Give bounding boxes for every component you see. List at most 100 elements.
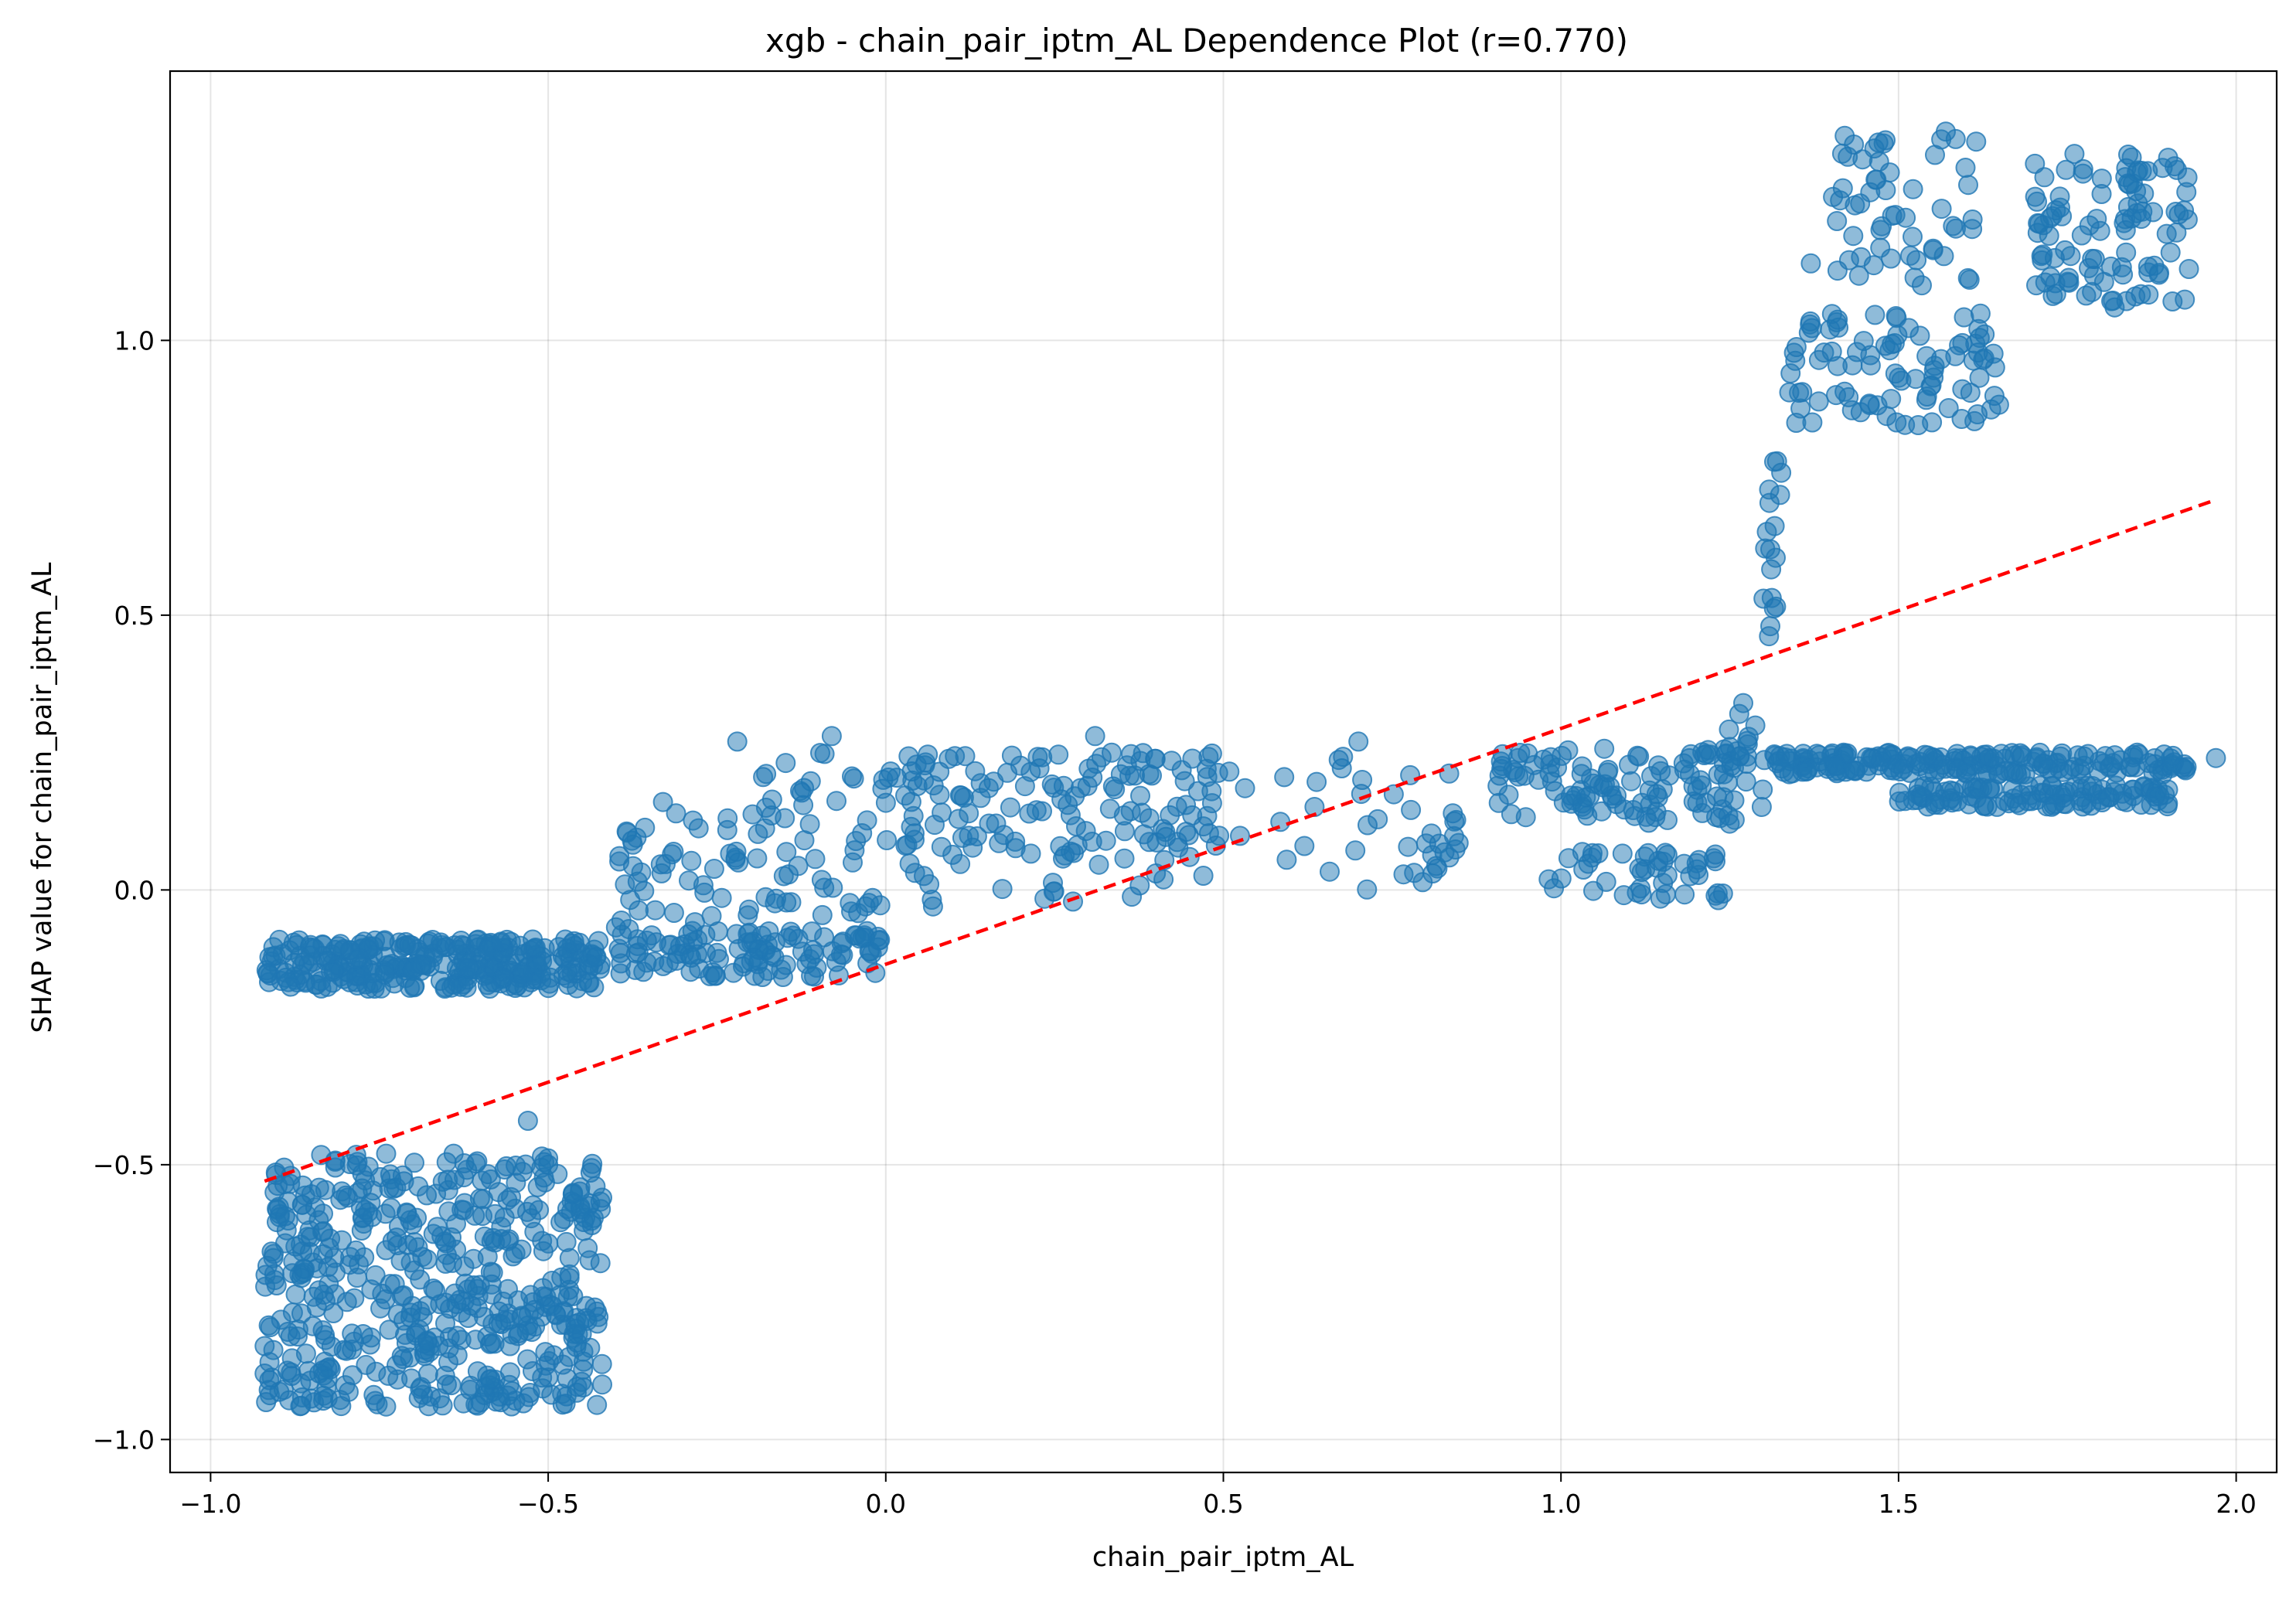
data-point (353, 1324, 373, 1344)
data-point (1102, 742, 1122, 763)
data-point (556, 1386, 577, 1407)
data-point (2079, 215, 2100, 236)
data-point (1647, 857, 1667, 878)
data-point (1629, 746, 1650, 767)
data-point (559, 1346, 579, 1367)
data-point (1351, 784, 1371, 805)
data-point (397, 1203, 417, 1224)
data-point (325, 1284, 346, 1305)
data-point (775, 753, 796, 774)
data-point (306, 1297, 327, 1318)
data-point (725, 847, 746, 868)
data-point (962, 837, 983, 858)
data-point (1551, 868, 1572, 889)
data-point (288, 1319, 308, 1340)
data-point (901, 761, 922, 781)
data-point (299, 1241, 320, 1262)
data-point (278, 972, 298, 992)
data-point (474, 1226, 495, 1247)
data-point (931, 836, 952, 857)
data-point (868, 930, 889, 951)
data-point (2116, 242, 2137, 263)
data-point (2056, 159, 2076, 180)
data-point (1895, 414, 1916, 435)
data-point (404, 1232, 425, 1253)
data-point (741, 951, 761, 972)
data-point (376, 1396, 397, 1417)
data-point (755, 798, 776, 818)
data-point (1113, 805, 1134, 826)
data-point (562, 1184, 583, 1204)
data-point (261, 1241, 282, 1262)
data-point (1019, 803, 1040, 824)
data-point (1863, 255, 1884, 276)
data-point (292, 1175, 313, 1196)
data-point (467, 1298, 488, 1319)
data-point (1320, 861, 1340, 882)
data-point (406, 1325, 427, 1346)
data-point (499, 1336, 520, 1357)
data-point (1398, 836, 1419, 857)
data-point (1573, 860, 1594, 880)
data-point (1801, 318, 1822, 339)
data-point (562, 933, 582, 954)
data-point (1724, 790, 1745, 811)
data-point (1759, 492, 1780, 513)
data-point (1930, 349, 1951, 369)
data-point (1421, 823, 1442, 844)
data-point (1358, 815, 1378, 836)
data-point (417, 1363, 438, 1384)
data-point (1733, 693, 1753, 713)
data-point (2029, 213, 2049, 234)
data-point (627, 935, 648, 956)
data-point (1596, 871, 1616, 892)
data-point (717, 819, 738, 840)
data-point (451, 934, 472, 955)
data-point (523, 1361, 543, 1381)
data-point (1931, 199, 1952, 220)
data-point (491, 1217, 512, 1237)
data-point (1114, 848, 1135, 869)
data-point (440, 1299, 460, 1319)
data-point (281, 1366, 302, 1387)
data-point (422, 930, 443, 950)
data-point (2206, 747, 2226, 768)
data-point (400, 1347, 421, 1368)
data-point (465, 1153, 486, 1174)
data-point (1783, 342, 1804, 363)
data-point (777, 928, 798, 948)
y-tick-label: 0.5 (114, 601, 155, 631)
y-tick-label: −0.5 (93, 1150, 155, 1180)
data-point (257, 963, 278, 984)
y-axis-label: SHAP value for chain_pair_iptm_AL (27, 562, 58, 1033)
data-point (821, 726, 842, 747)
data-point (323, 962, 344, 982)
data-point (441, 1227, 462, 1248)
data-point (1938, 398, 1959, 418)
data-point (685, 912, 705, 933)
data-point (877, 830, 898, 850)
data-point (2166, 222, 2187, 243)
data-point (2160, 242, 2181, 263)
data-point (1142, 765, 1162, 786)
data-point (1909, 751, 1930, 772)
data-point (298, 1360, 319, 1381)
data-point (901, 791, 921, 812)
data-point (346, 950, 367, 971)
data-point (826, 791, 847, 812)
data-point (688, 818, 709, 839)
data-point (437, 1374, 457, 1395)
data-point (1650, 888, 1671, 909)
data-point (427, 1217, 448, 1237)
data-point (538, 1154, 559, 1175)
data-point (2104, 297, 2125, 318)
data-point (997, 762, 1017, 783)
data-point (376, 1143, 397, 1164)
data-point (1966, 131, 1987, 152)
data-point (1648, 755, 1669, 776)
data-point (1780, 363, 1801, 383)
data-point (842, 766, 862, 787)
data-point (812, 904, 833, 925)
data-point (1680, 866, 1701, 887)
